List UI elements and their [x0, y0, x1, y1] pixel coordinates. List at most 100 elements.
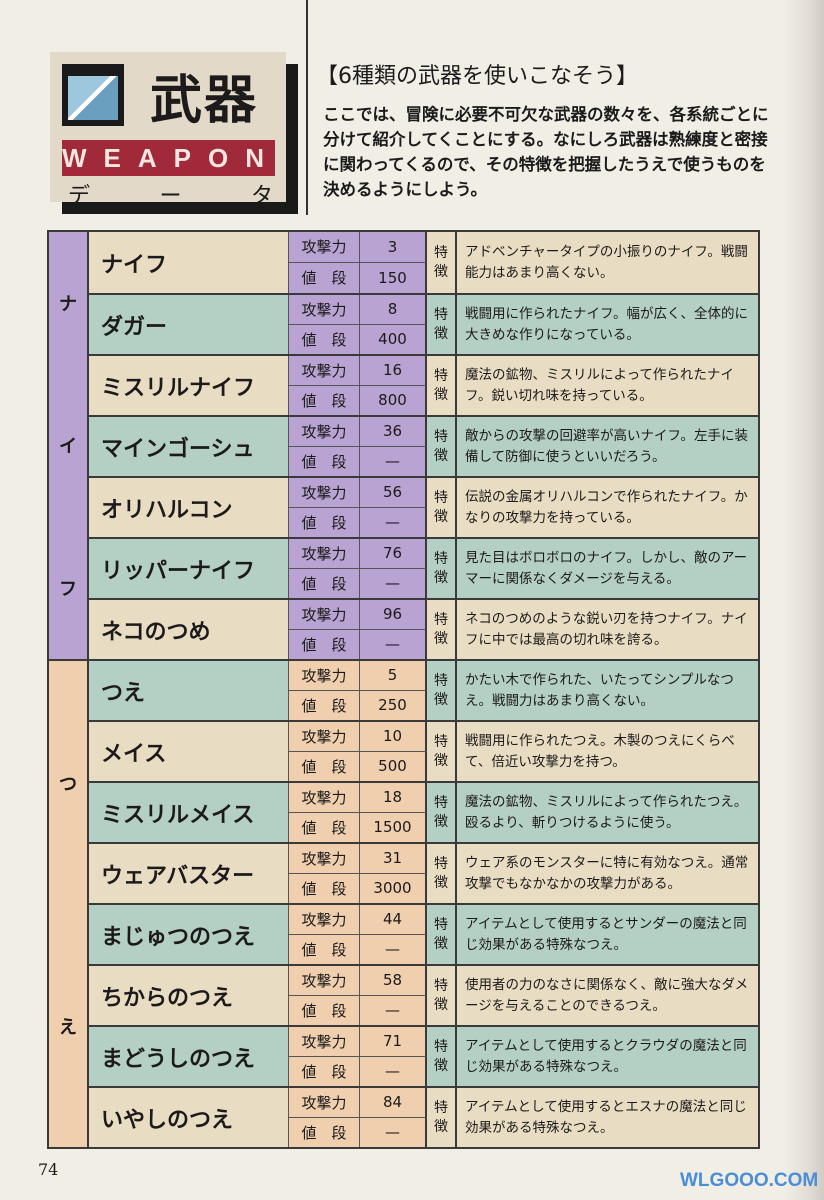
price-value: 1500 [360, 812, 427, 842]
weapon-description: 魔法の鉱物、ミスリルによって作られたナイフ。鋭い切れ味を持っている。 [457, 356, 758, 415]
attack-value: 10 [360, 722, 427, 752]
attack-label: 攻撃力 [289, 232, 360, 263]
feature-label: 特徴 [427, 966, 457, 1025]
price-label: 値 段 [289, 751, 360, 781]
attack-value: 31 [360, 844, 427, 874]
logo-title: 武器 [150, 71, 259, 131]
feature-char: 特 [434, 1038, 448, 1055]
page-edge-shadow [784, 0, 824, 1200]
price-label: 値 段 [289, 690, 360, 720]
weapon-row: ミスリルメイス 攻撃力 18 値 段 1500 特徴魔法の鉱物、ミスリルによって作られたつ… [89, 781, 758, 842]
attack-label: 攻撃力 [289, 783, 360, 813]
price-label: 値 段 [289, 934, 360, 964]
category-char: え [59, 1016, 77, 1038]
feature-char: 特 [434, 855, 448, 872]
attack-value: 16 [360, 356, 427, 386]
price-value: — [360, 568, 427, 598]
price-value: — [360, 446, 427, 476]
price-value: 150 [360, 262, 427, 293]
price-value: — [360, 1056, 427, 1086]
feature-label: 特徴 [427, 905, 457, 964]
price-label: 値 段 [289, 873, 360, 903]
attack-value: 8 [360, 295, 427, 325]
feature-char: 特 [434, 794, 448, 811]
weapon-description: 敵からの攻撃の回避率が高いナイフ。左手に装備して防御に使うといいだろう。 [457, 417, 758, 476]
price-label: 値 段 [289, 507, 360, 537]
attack-label: 攻撃力 [289, 1027, 360, 1057]
weapon-description: ウェア系のモンスターに特に有効なつえ。通常攻撃でもなかなかの攻撃力がある。 [457, 844, 758, 903]
feature-char: 徴 [434, 691, 448, 708]
feature-label: 特徴 [427, 478, 457, 537]
price-value: — [360, 995, 427, 1025]
logo-subtitle: デ ー タ [68, 178, 273, 210]
watermark: WLGOOO.COM [680, 1170, 819, 1191]
weapon-row: まじゅつのつえ 攻撃力 44 値 段 — 特徴アイテムとして使用するとサンダーの魔法と同じ… [89, 903, 758, 964]
price-label: 値 段 [289, 568, 360, 598]
weapon-name: ネコのつめ [89, 600, 289, 659]
attack-label: 攻撃力 [289, 539, 360, 569]
weapon-description: 魔法の鉱物、ミスリルによって作られたつえ。殴るより、斬りつけるように使う。 [457, 783, 758, 842]
price-label: 値 段 [289, 262, 360, 293]
page-number: 74 [38, 1160, 59, 1179]
feature-label: 特徴 [427, 417, 457, 476]
weapon-name: ミスリルメイス [89, 783, 289, 842]
feature-label: 特徴 [427, 600, 457, 659]
feature-char: 徴 [434, 325, 448, 342]
feature-label: 特徴 [427, 539, 457, 598]
category-char: フ [59, 578, 77, 600]
feature-label: 特徴 [427, 661, 457, 720]
price-label: 値 段 [289, 812, 360, 842]
attack-label: 攻撃力 [289, 295, 360, 325]
attack-value: 3 [360, 232, 427, 263]
feature-char: 徴 [434, 569, 448, 586]
feature-label: 特徴 [427, 1027, 457, 1086]
logo-sub-char: タ [250, 184, 273, 209]
attack-value: 18 [360, 783, 427, 813]
feature-char: 徴 [434, 1057, 448, 1074]
feature-label: 特徴 [427, 1088, 457, 1147]
section-title: 【6種類の武器を使いこなそう】 [316, 64, 638, 89]
weapon-name: ちからのつえ [89, 966, 289, 1025]
weapon-description: アイテムとして使用するとサンダーの魔法と同じ効果がある特殊なつえ。 [457, 905, 758, 964]
feature-char: 特 [434, 611, 448, 628]
feature-char: 徴 [434, 874, 448, 891]
weapon-row: ナイフ 攻撃力 3 値 段 150 特徴アドベンチャータイプの小振りのナイフ。戦闘能力はあ… [89, 232, 758, 293]
intro-text: ここでは、冒険に必要不可欠な武器の数々を、各系統ごとに分けて紹介してくことにする… [323, 105, 769, 199]
attack-value: 84 [360, 1088, 427, 1118]
feature-char: 特 [434, 428, 448, 445]
category-label: つえ [49, 659, 89, 1147]
attack-label: 攻撃力 [289, 905, 360, 935]
attack-value: 36 [360, 417, 427, 447]
feature-char: 特 [434, 489, 448, 506]
price-label: 値 段 [289, 1117, 360, 1147]
feature-char: 特 [434, 977, 448, 994]
attack-label: 攻撃力 [289, 844, 360, 874]
attack-value: 71 [360, 1027, 427, 1057]
weapon-description: 見た目はボロボロのナイフ。しかし、敵のアーマーに関係なくダメージを与える。 [457, 539, 758, 598]
category-char: ナ [59, 294, 77, 316]
feature-char: 特 [434, 306, 448, 323]
weapon-description: ネコのつめのような鋭い刃を持つナイフ。ナイフに中では最高の切れ味を誇る。 [457, 600, 758, 659]
weapon-name: まじゅつのつえ [89, 905, 289, 964]
price-value: 250 [360, 690, 427, 720]
feature-char: 徴 [434, 630, 448, 647]
category-char: つ [59, 773, 77, 795]
weapon-row: オリハルコン 攻撃力 56 値 段 — 特徴伝説の金属オリハルコンで作られたナイフ。かなり… [89, 476, 758, 537]
weapon-row: リッパーナイフ 攻撃力 76 値 段 — 特徴見た目はボロボロのナイフ。しかし、敵のアーマ… [89, 537, 758, 598]
price-label: 値 段 [289, 1056, 360, 1086]
weapon-row: ミスリルナイフ 攻撃力 16 値 段 800 特徴魔法の鉱物、ミスリルによって作られたナイ… [89, 354, 758, 415]
feature-char: 徴 [434, 508, 448, 525]
weapon-description: 伝説の金属オリハルコンで作られたナイフ。かなりの攻撃力を持っている。 [457, 478, 758, 537]
attack-value: 96 [360, 600, 427, 630]
weapon-row: ウェアバスター 攻撃力 31 値 段 3000 特徴ウェア系のモンスターに特に有効なつえ。… [89, 842, 758, 903]
price-value: — [360, 1117, 427, 1147]
weapon-name: ウェアバスター [89, 844, 289, 903]
price-value: — [360, 629, 427, 659]
attack-value: 44 [360, 905, 427, 935]
weapon-name: ダガー [89, 295, 289, 354]
weapon-description: アイテムとして使用するとクラウダの魔法と同じ効果がある特殊なつえ。 [457, 1027, 758, 1086]
price-value: 3000 [360, 873, 427, 903]
feature-char: 特 [434, 672, 448, 689]
price-label: 値 段 [289, 324, 360, 354]
weapon-name: オリハルコン [89, 478, 289, 537]
